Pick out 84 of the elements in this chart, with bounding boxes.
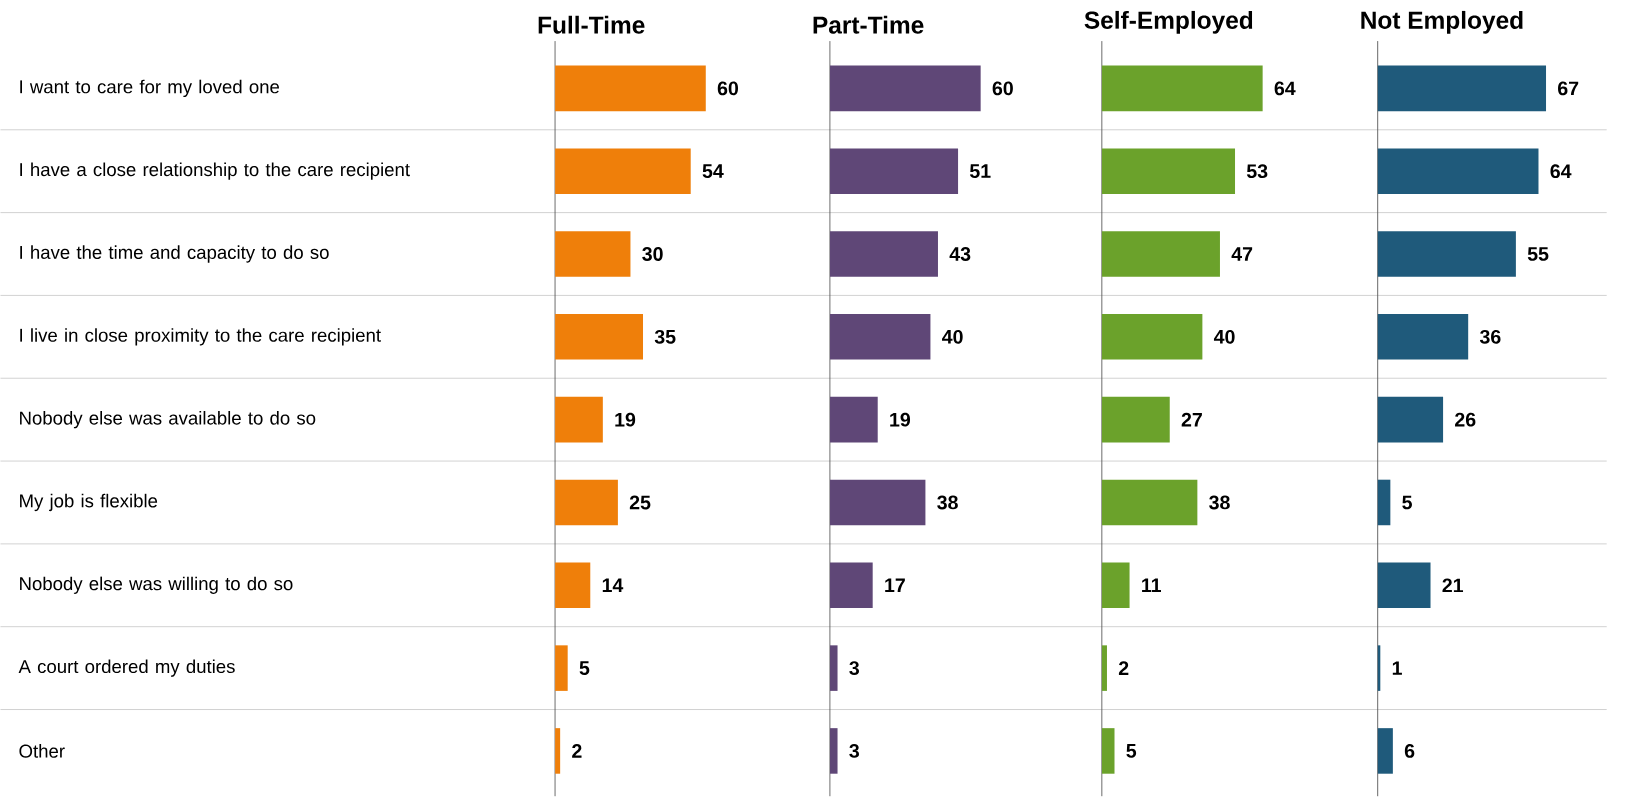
data-label: 60 — [992, 81, 1013, 96]
data-label: 5 — [1126, 744, 1137, 758]
data-label: 35 — [654, 330, 676, 344]
bar — [1101, 645, 1107, 692]
y-tick-label: Nobody else was willing to do so — [20, 576, 293, 595]
bar — [1377, 148, 1539, 195]
bar — [1377, 728, 1393, 774]
bar — [830, 148, 959, 195]
data-label: 25 — [629, 495, 651, 510]
data-label: 6 — [1404, 744, 1415, 758]
data-label: 30 — [642, 247, 663, 262]
y-tick-label: Other — [19, 744, 65, 758]
y-tick-label: I have a close relationship to the care recipient — [20, 162, 410, 180]
bar — [555, 562, 591, 609]
bar — [555, 645, 568, 692]
data-label: 5 — [1402, 495, 1412, 510]
bar — [1101, 397, 1170, 443]
data-label: 26 — [1455, 412, 1476, 427]
data-label: 67 — [1558, 81, 1579, 96]
data-label: 40 — [942, 330, 963, 344]
data-label: 38 — [937, 495, 958, 510]
bar — [1101, 728, 1115, 774]
bar — [555, 231, 631, 277]
data-label: 2 — [1118, 661, 1129, 676]
data-label: 64 — [1550, 164, 1572, 179]
bar — [555, 148, 691, 195]
bar — [830, 314, 931, 360]
y-tick-label: My job is flexible — [20, 493, 158, 512]
data-label: 55 — [1527, 247, 1549, 261]
bar — [830, 562, 873, 609]
bar — [1377, 562, 1431, 609]
y-tick-label: I live in close proximity to the care recipient — [20, 328, 381, 346]
bar — [1377, 231, 1516, 277]
bar — [555, 65, 706, 112]
data-label: 54 — [702, 164, 724, 179]
data-label: 60 — [717, 81, 739, 96]
data-label: 64 — [1274, 81, 1296, 96]
bar — [555, 728, 561, 774]
data-label: 21 — [1442, 578, 1464, 593]
bar — [1101, 479, 1198, 526]
data-label: 51 — [969, 164, 991, 179]
bar — [830, 397, 878, 443]
data-label: 3 — [849, 661, 859, 676]
y-tick-label: I have the time and capacity to do so — [20, 245, 329, 263]
data-label: 36 — [1479, 330, 1501, 344]
bar — [555, 314, 644, 360]
bar — [1101, 148, 1236, 195]
data-label: 1 — [1392, 661, 1402, 675]
bar — [830, 65, 981, 112]
bar — [830, 231, 938, 277]
y-tick-label: A court ordered my duties — [18, 659, 235, 677]
y-tick-label: Nobody else was available to do so — [20, 411, 316, 429]
bar — [1101, 65, 1263, 112]
chart-title: Self-Employed — [1084, 11, 1253, 34]
bar — [830, 479, 926, 526]
data-label: 14 — [602, 578, 624, 593]
data-label: 5 — [579, 661, 590, 676]
bar — [1377, 314, 1469, 360]
data-label: 43 — [949, 247, 971, 262]
bar — [555, 397, 603, 443]
chart-title: Not Employed — [1361, 11, 1523, 34]
chart-title: Part-Time — [813, 15, 924, 34]
bar — [1101, 562, 1130, 609]
data-label: 38 — [1209, 495, 1230, 510]
data-label: 19 — [890, 412, 911, 427]
bar — [555, 479, 618, 526]
y-tick-label: I want to care for my loved one — [20, 79, 280, 98]
data-label: 47 — [1231, 247, 1253, 261]
data-label: 11 — [1142, 578, 1161, 593]
chart-title: Full-Time — [538, 15, 645, 34]
data-label: 19 — [615, 412, 636, 427]
bar — [1377, 65, 1547, 112]
data-label: 2 — [572, 744, 582, 758]
bar — [830, 728, 838, 774]
data-label: 40 — [1213, 330, 1235, 344]
data-label: 27 — [1181, 412, 1202, 427]
bar — [1101, 314, 1203, 360]
data-label: 53 — [1246, 164, 1268, 179]
bar — [830, 645, 838, 692]
bar — [1101, 231, 1220, 277]
data-label: 3 — [849, 744, 859, 758]
bar — [1377, 397, 1444, 443]
bar — [1377, 479, 1391, 526]
data-label: 17 — [885, 578, 905, 593]
